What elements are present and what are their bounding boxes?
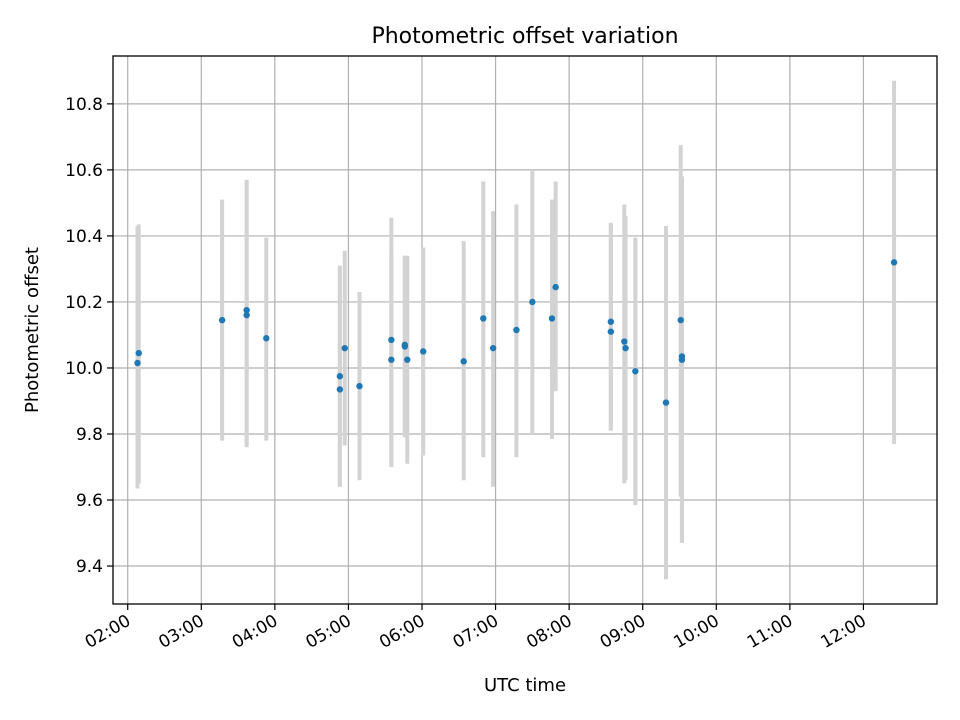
data-point — [460, 358, 467, 365]
data-point — [336, 386, 344, 393]
y-tick-label: 9.6 — [76, 491, 103, 511]
chart-title: Photometric offset variation — [371, 24, 678, 49]
data-point — [420, 348, 427, 355]
data-point — [529, 298, 536, 306]
data-point — [678, 356, 686, 363]
y-axis-ticks: 9.4 9.6 9.8 10.0 10.2 10.4 10.6 10.8 — [65, 95, 113, 577]
y-tick-label: 10.8 — [65, 95, 103, 115]
y-tick-label: 10.0 — [65, 359, 103, 379]
data-point — [489, 344, 497, 352]
data-point — [243, 306, 250, 314]
data-point — [134, 359, 141, 367]
data-point — [356, 382, 363, 390]
data-point — [677, 316, 684, 324]
data-point — [336, 373, 344, 380]
data-point — [632, 368, 639, 375]
data-point — [480, 315, 487, 322]
data-point — [621, 338, 628, 345]
data-point — [341, 344, 348, 352]
data-point — [548, 315, 556, 322]
y-tick-label: 10.4 — [65, 227, 103, 247]
data-point — [401, 343, 409, 350]
data-point — [662, 399, 670, 406]
data-point — [243, 311, 250, 319]
y-tick-label: 10.6 — [65, 161, 103, 181]
data-point — [513, 326, 520, 334]
data-point — [135, 349, 142, 357]
data-point — [404, 356, 411, 363]
data-point — [607, 328, 615, 335]
data-points — [134, 259, 898, 406]
data-point — [388, 356, 395, 363]
y-tick-label: 9.4 — [76, 557, 103, 577]
data-point — [218, 316, 226, 324]
y-axis-label: Photometric offset — [22, 247, 43, 413]
data-point — [890, 259, 898, 266]
x-axis-label: UTC time — [484, 675, 566, 696]
data-point — [607, 318, 615, 325]
data-point — [263, 335, 270, 342]
y-tick-label: 10.2 — [65, 293, 103, 313]
data-point — [388, 336, 395, 344]
plot-frame — [112, 55, 938, 605]
y-tick-label: 9.8 — [76, 425, 103, 445]
grid — [113, 56, 937, 604]
data-point — [552, 283, 559, 291]
data-point — [622, 344, 629, 352]
